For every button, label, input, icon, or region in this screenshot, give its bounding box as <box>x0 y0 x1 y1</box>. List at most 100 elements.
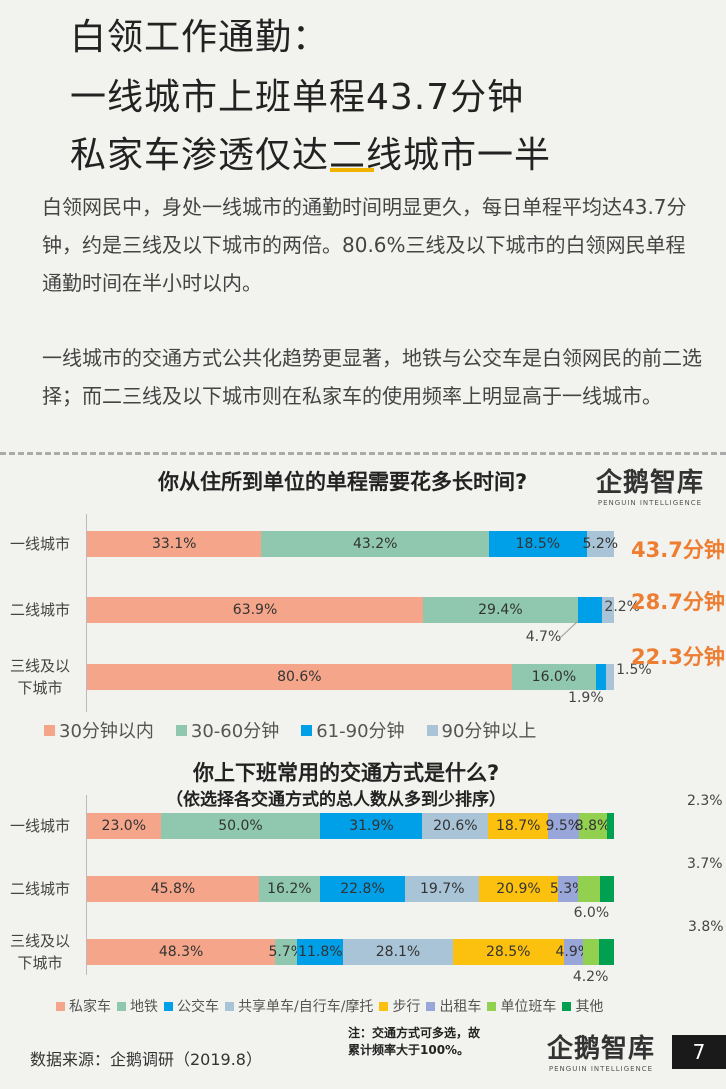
category-label-line: 下城市 <box>17 679 63 697</box>
chart2-axis <box>86 795 87 975</box>
chart2-bar <box>582 939 600 965</box>
title-accent-underline <box>330 168 374 172</box>
logo-top: 企鹅智库 PENGUIN INTELLIGENCE <box>594 462 706 507</box>
legend-item: 其他 <box>562 996 603 1016</box>
chart2-bar <box>599 939 614 965</box>
chart1-leader-line <box>559 620 579 639</box>
chart1-title: 你从住所到单位的单程需要花多长时间? <box>158 470 528 494</box>
chart1-data-label: 16.0% <box>531 669 577 685</box>
category-label-line: 三线及以 <box>9 932 70 950</box>
chart1-bar: 18.5% <box>489 531 587 557</box>
chart1-bar <box>606 664 614 690</box>
chart1-data-label: 4.7% <box>525 629 562 645</box>
chart2-bar: 48.3% <box>87 939 276 965</box>
chart1-data-label: 1.5% <box>616 662 652 678</box>
legend-swatch <box>487 1001 497 1011</box>
chart2-category-label: 二线城市 <box>4 878 76 900</box>
logo-top-name: 企鹅智库 <box>595 468 704 498</box>
legend-label: 61-90分钟 <box>316 721 405 742</box>
page-number: 7 <box>672 1035 726 1069</box>
chart2-category-label: 三线及以 下城市 <box>4 930 76 974</box>
chart2-data-label: 28.5% <box>485 944 531 960</box>
chart1-data-label: 63.9% <box>232 602 278 618</box>
chart2-legend: 私家车 地铁 公交车 共享单车/自行车/摩托 步行 出租车 单位班车 其他 <box>56 996 609 1016</box>
footnote-line-1: 注：交通方式可多选，故 <box>348 1026 481 1040</box>
legend-swatch <box>426 724 438 736</box>
legend-label: 私家车 <box>69 999 111 1015</box>
body-paragraph-1: 白领网民中，身处一线城市的通勤时间明显更久，每日单程平均达43.7分钟，约是三线… <box>42 195 687 295</box>
legend-item: 私家车 <box>56 996 111 1016</box>
chart2-data-label: 6.0% <box>573 905 610 921</box>
category-label-line: 二线城市 <box>9 601 70 619</box>
chart2-data-label: 20.6% <box>433 818 478 834</box>
chart1-bar: 5.2% <box>583 531 618 557</box>
legend-item: 90分钟以上 <box>426 717 536 743</box>
chart2-data-label: 16.2% <box>267 881 312 897</box>
chart2-category-label: 一线城市 <box>4 815 76 837</box>
category-label-line: 二线城市 <box>9 880 70 898</box>
chart2-bar <box>600 876 614 902</box>
chart2-data-label: 8.8% <box>574 818 611 834</box>
title-line-2: 一线城市上班单程43.7分钟 <box>70 77 525 118</box>
legend-label: 30-60分钟 <box>190 721 280 742</box>
logo-top-sub: PENGUIN INTELLIGENCE <box>597 499 703 507</box>
chart2-bar: 20.6% <box>422 813 489 839</box>
logo-bottom: 企鹅智库 PENGUIN INTELLIGENCE <box>545 1028 657 1073</box>
chart1-bar <box>596 664 607 690</box>
category-label-line: 一线城市 <box>9 817 70 835</box>
chart1-data-label: 5.2% <box>582 536 619 552</box>
category-label-line: 下城市 <box>17 954 63 972</box>
legend-item: 地铁 <box>117 996 158 1016</box>
legend-item: 30分钟以内 <box>44 717 154 743</box>
legend-item: 单位班车 <box>487 996 556 1016</box>
chart2-data-label: 18.7% <box>495 818 541 834</box>
chart2-bar: 4.9% <box>556 939 591 965</box>
chart2-bar: 20.9% <box>479 876 558 902</box>
legend-label: 步行 <box>392 999 421 1015</box>
chart1-bar <box>602 597 614 623</box>
chart2-bar: 28.5% <box>452 939 564 965</box>
category-label-line: 三线及以 <box>9 657 70 675</box>
chart1-data-label: 2.2% <box>604 599 640 615</box>
chart2-data-label: 22.8% <box>340 881 385 897</box>
title-line-3: 私家车渗透仅达二线城市一半 <box>70 135 552 176</box>
chart2-data-label: 5.3% <box>549 881 586 897</box>
legend-swatch <box>562 1001 572 1011</box>
chart1-bar: 29.4% <box>423 597 578 623</box>
legend-swatch <box>44 724 55 736</box>
chart1-bar: 80.6% <box>87 664 512 690</box>
chart1-data-label: 43.2% <box>353 536 398 552</box>
legend-swatch <box>164 1001 173 1011</box>
legend-swatch <box>175 724 187 736</box>
chart2-bar: 22.8% <box>319 876 406 902</box>
legend-swatch <box>426 1001 436 1011</box>
chart1-average-label: 28.7分钟 <box>631 590 725 614</box>
chart2-bar: 18.7% <box>488 813 549 839</box>
chart2-bar: 28.1% <box>343 939 453 965</box>
chart2-bar: 45.8% <box>87 876 259 902</box>
chart1-data-label: 80.6% <box>277 669 322 685</box>
legend-label: 地铁 <box>130 999 158 1015</box>
chart1-average-label: 43.7分钟 <box>631 538 725 562</box>
legend-label: 共享单车/自行车/摩托 <box>238 999 374 1015</box>
chart2-subtitle: （依选择各交通方式的总人数从多到少排序） <box>166 790 506 810</box>
chart2-bar: 8.8% <box>575 813 610 839</box>
footnote-line-2: 累计频率大于100%。 <box>348 1043 470 1057</box>
chart1-bar: 43.2% <box>261 531 490 557</box>
chart2-bar: 9.5% <box>546 813 581 839</box>
chart1-bar: 16.0% <box>511 664 597 690</box>
legend-swatch <box>301 724 313 736</box>
chart2-data-label: 28.1% <box>375 944 421 960</box>
chart2-data-label: 2.3% <box>687 793 723 809</box>
legend-label: 其他 <box>575 999 604 1015</box>
chart2-bar <box>606 813 614 839</box>
chart2-bar: 23.0% <box>87 813 161 839</box>
legend-label: 出租车 <box>439 999 482 1015</box>
chart1-legend: 30分钟以内 30-60分钟 61-90分钟 90分钟以上 <box>44 717 558 743</box>
chart2-bar: 19.7% <box>405 876 480 902</box>
logo-bottom-name: 企鹅智库 <box>546 1034 655 1064</box>
legend-swatch <box>117 1001 126 1011</box>
chart2-title: 你上下班常用的交通方式是什么? <box>193 761 500 785</box>
chart2-data-label: 48.3% <box>158 944 204 960</box>
legend-swatch <box>56 1001 65 1011</box>
